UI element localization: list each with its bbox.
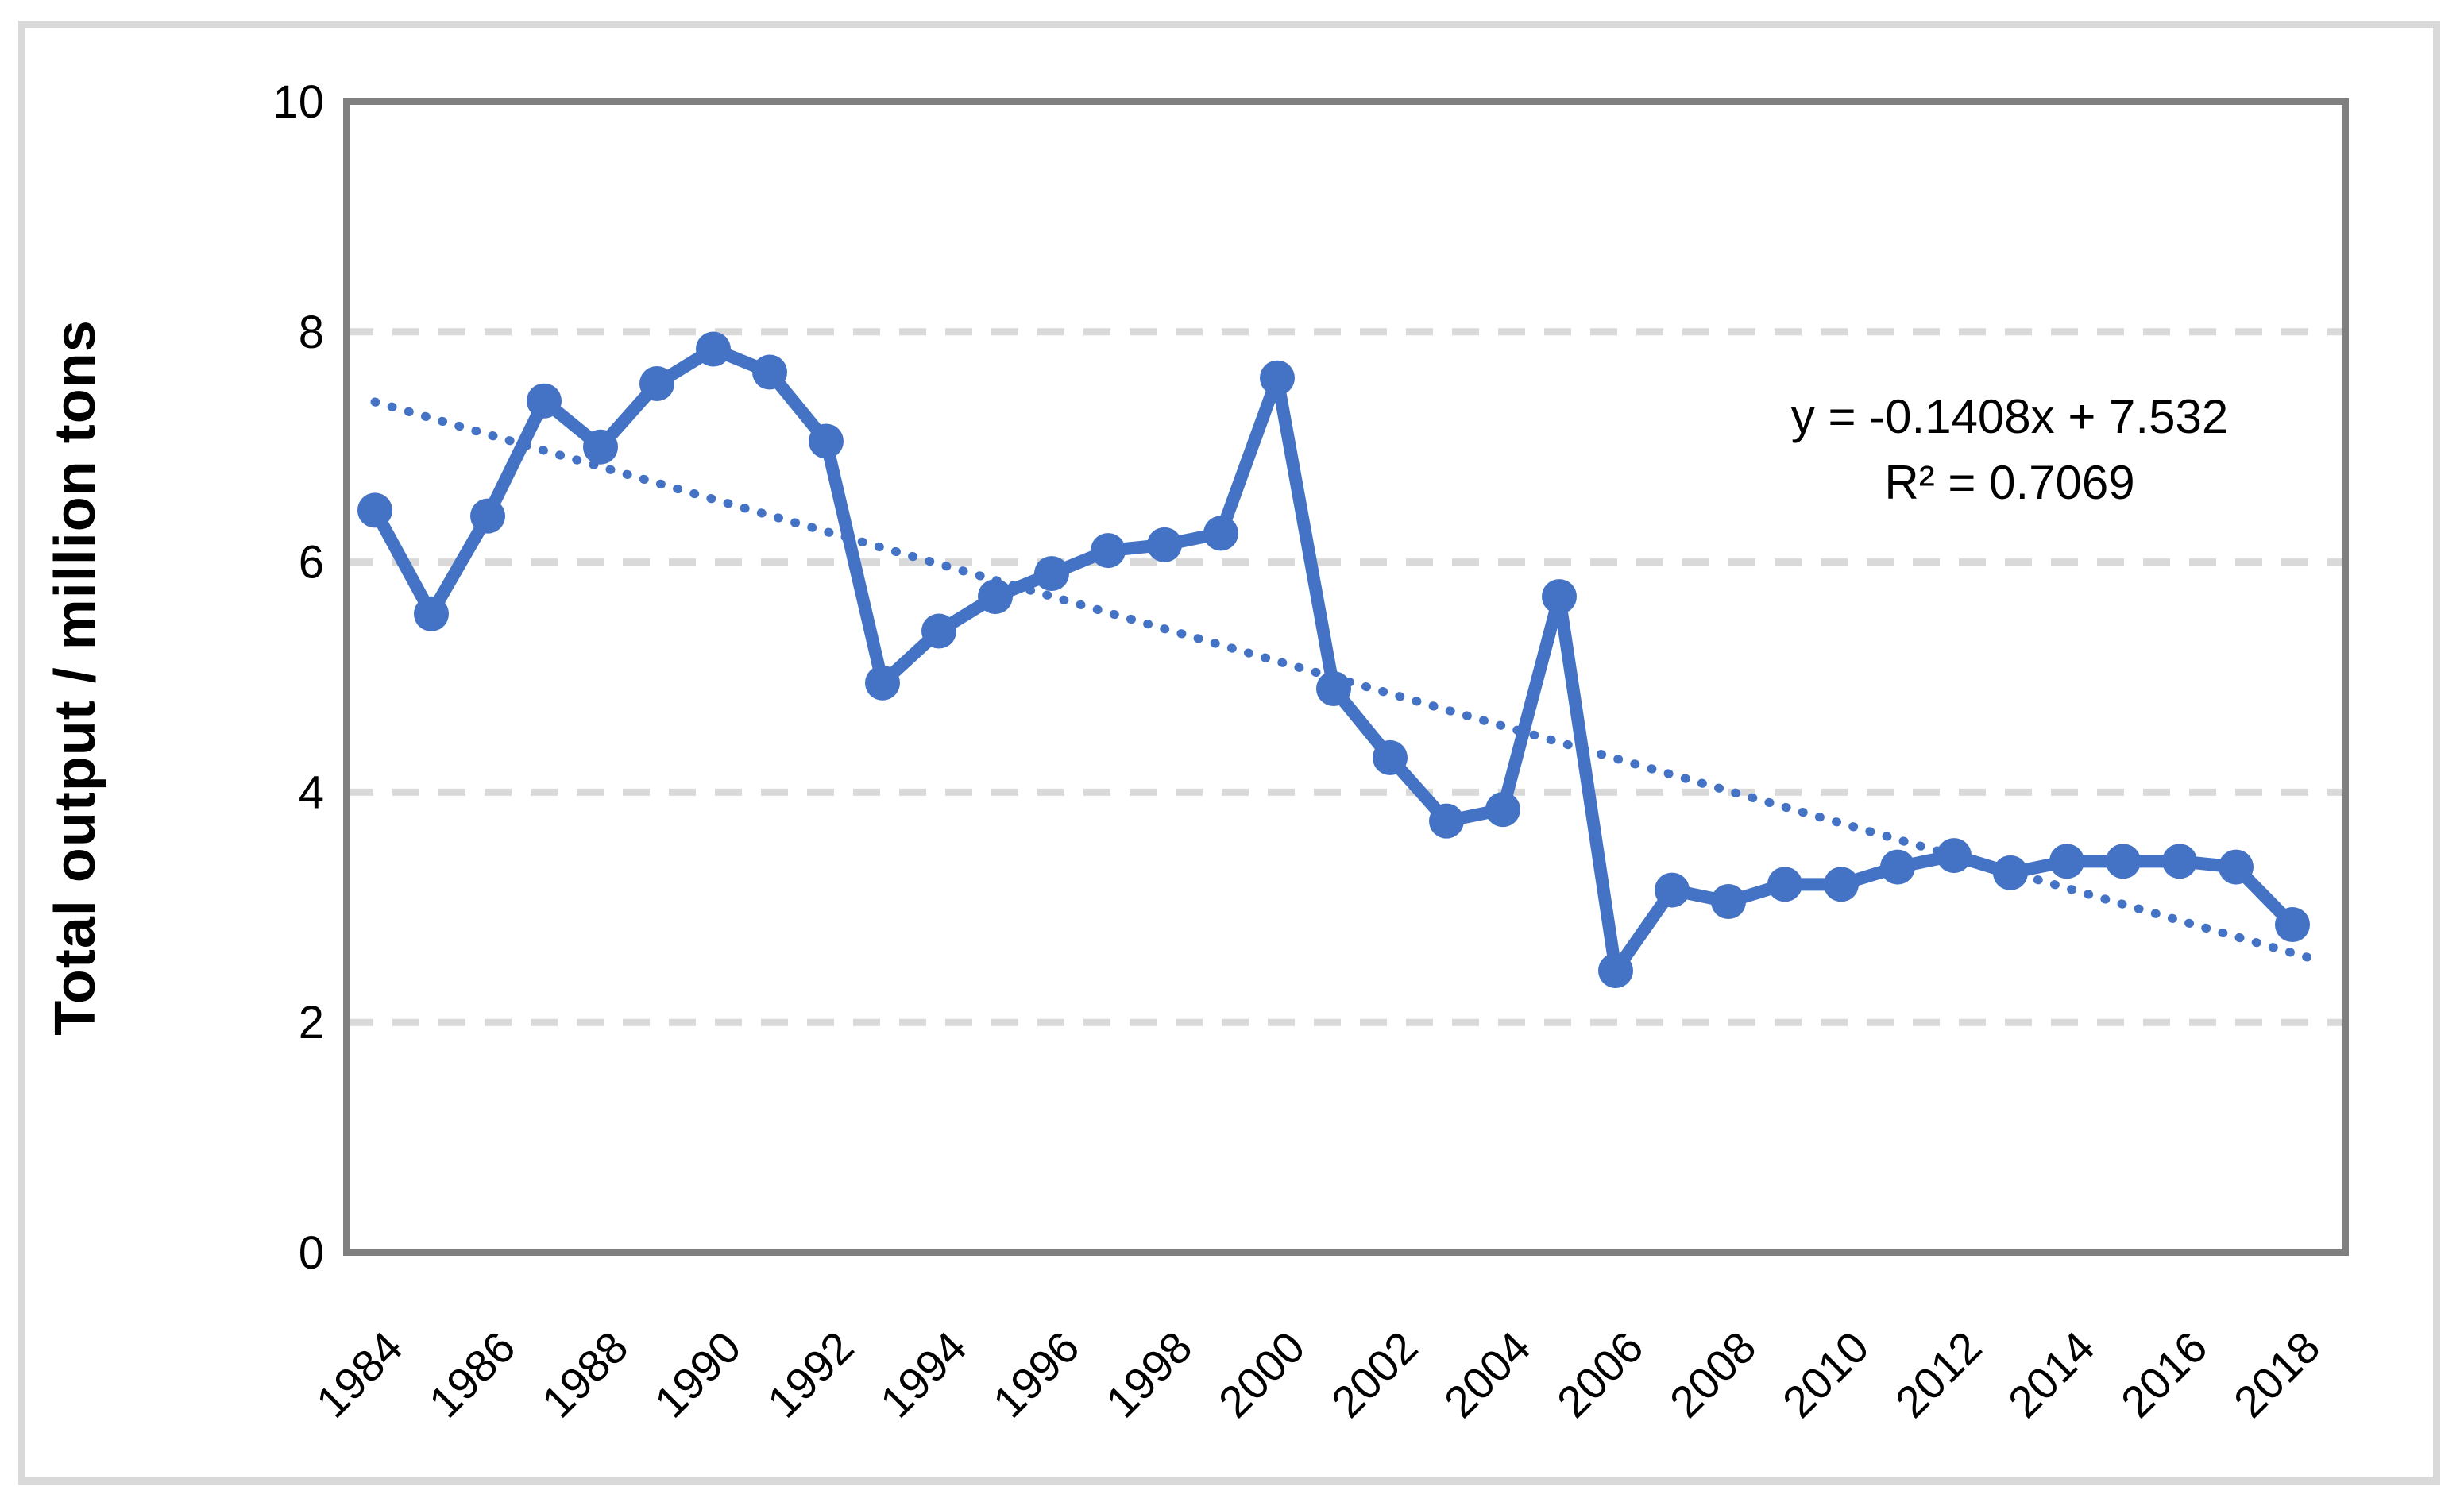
data-point-1995: [978, 579, 1013, 615]
x-tick-label-2004: 2004: [1435, 1322, 1540, 1427]
data-point-2000: [1260, 360, 1295, 396]
data-point-1998: [1147, 527, 1182, 562]
x-tick-label-2010: 2010: [1773, 1322, 1879, 1427]
y-tick-label-4: 4: [299, 767, 324, 818]
data-point-1991: [752, 354, 787, 390]
data-point-2004: [1485, 792, 1520, 828]
x-tick-label-1990: 1990: [645, 1322, 751, 1427]
x-tick-label-2008: 2008: [1660, 1322, 1766, 1427]
data-point-1984: [357, 492, 392, 528]
x-tick-label-2014: 2014: [1999, 1322, 2104, 1427]
data-point-2010: [1824, 867, 1859, 902]
data-point-2014: [2049, 844, 2084, 879]
data-point-1990: [696, 331, 731, 367]
data-point-1996: [1034, 556, 1069, 592]
x-tick-label-1996: 1996: [983, 1322, 1089, 1427]
data-point-2005: [1542, 579, 1577, 615]
x-tick-label-2000: 2000: [1209, 1322, 1315, 1427]
r-squared-line: R² = 0.7069: [1884, 455, 2135, 509]
data-point-2016: [2162, 844, 2197, 879]
x-tick-label-2016: 2016: [2111, 1322, 2217, 1427]
data-point-2015: [2106, 844, 2141, 879]
y-tick-label-2: 2: [299, 997, 324, 1048]
data-point-2012: [1937, 838, 1972, 874]
y-tick-label-8: 8: [299, 307, 324, 358]
data-point-2007: [1655, 872, 1690, 908]
y-tick-label-10: 10: [272, 76, 324, 128]
x-tick-label-1994: 1994: [871, 1322, 976, 1427]
data-point-1994: [921, 613, 956, 649]
data-point-1992: [809, 423, 844, 459]
trendline-equation: y = -0.1408x + 7.532 R² = 0.7069: [1692, 384, 2327, 516]
data-point-2002: [1373, 739, 1408, 775]
data-point-1989: [639, 366, 674, 402]
x-tick-label-1998: 1998: [1096, 1322, 1202, 1427]
data-point-2006: [1598, 952, 1633, 988]
data-point-1999: [1203, 516, 1238, 551]
plot-frame: [343, 98, 2349, 1256]
data-point-1988: [583, 429, 618, 465]
data-point-2013: [1993, 855, 2028, 890]
data-point-1985: [414, 596, 449, 631]
x-tick-label-2006: 2006: [1547, 1322, 1653, 1427]
data-point-2011: [1880, 849, 1915, 885]
equation-line: y = -0.1408x + 7.532: [1790, 390, 2229, 443]
data-point-1986: [470, 498, 505, 534]
x-tick-label-2012: 2012: [1886, 1322, 1991, 1427]
data-point-2017: [2219, 849, 2254, 885]
x-tick-label-1986: 1986: [419, 1322, 525, 1427]
x-tick-label-2002: 2002: [1322, 1322, 1427, 1427]
data-point-2008: [1711, 884, 1746, 920]
y-tick-label-6: 6: [299, 537, 324, 589]
outer-border: [18, 21, 2440, 1485]
data-point-2001: [1316, 670, 1351, 706]
x-tick-label-1984: 1984: [307, 1322, 412, 1427]
x-tick-label-1992: 1992: [758, 1322, 863, 1427]
data-point-2018: [2275, 907, 2310, 943]
x-tick-label-1988: 1988: [532, 1322, 638, 1427]
x-tick-label-2018: 2018: [2224, 1322, 2330, 1427]
data-point-1993: [865, 665, 900, 701]
data-point-1987: [527, 383, 562, 419]
data-point-2009: [1767, 867, 1802, 902]
data-point-1997: [1091, 533, 1126, 569]
y-tick-label-0: 0: [299, 1227, 324, 1279]
data-point-2003: [1429, 803, 1464, 839]
